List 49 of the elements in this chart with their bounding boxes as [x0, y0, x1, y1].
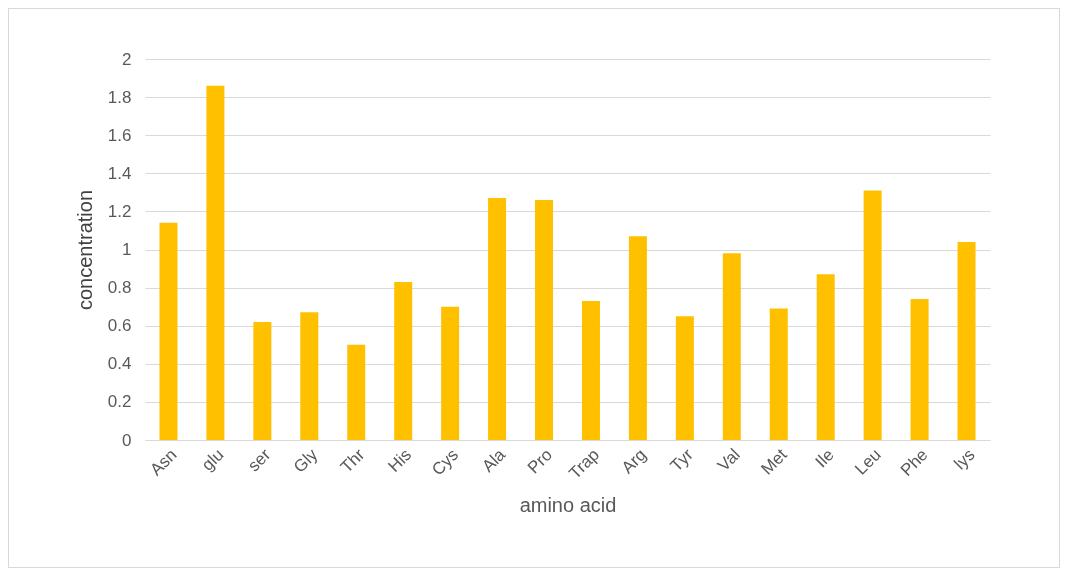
y-tick-label: 1.4 — [107, 163, 132, 183]
x-axis-title: amino acid — [519, 494, 617, 517]
x-tick-label: His — [384, 445, 416, 476]
bar — [394, 281, 413, 440]
y-tick-label: 0.4 — [107, 354, 132, 374]
bar — [347, 344, 366, 440]
x-tick-label: Met — [757, 444, 791, 479]
x-tick-label: Cys — [428, 445, 463, 480]
bar — [300, 312, 319, 440]
bar — [488, 198, 507, 440]
x-tick-label: Phe — [896, 445, 932, 480]
x-tick-label: glu — [197, 445, 228, 475]
y-tick-label: 0.2 — [107, 392, 132, 412]
y-tick-label: 2 — [122, 49, 132, 69]
bar — [441, 306, 460, 440]
y-tick-label: 1.6 — [107, 125, 132, 145]
bar — [628, 236, 647, 440]
bar — [535, 199, 554, 440]
x-tick-label: Trap — [565, 445, 603, 483]
x-tick-label: Leu — [851, 445, 885, 479]
bar — [910, 299, 929, 440]
x-tick-label: Pro — [523, 445, 557, 478]
bar — [675, 316, 694, 440]
bar — [581, 300, 600, 440]
y-tick-label: 0.8 — [107, 278, 132, 298]
bar — [957, 241, 976, 440]
x-tick-label: Arg — [617, 445, 650, 478]
x-tick-label: Ala — [478, 444, 510, 476]
y-tick-label: 1.2 — [107, 201, 132, 221]
x-tick-label: Ile — [811, 445, 838, 472]
x-tick-label: Gly — [289, 444, 322, 477]
x-tick-label: lys — [950, 445, 979, 474]
y-tick-label: 1.8 — [107, 87, 132, 107]
y-axis-title: concentration — [73, 189, 96, 311]
bar — [769, 308, 788, 440]
bar — [159, 222, 178, 440]
y-tick-label: 0 — [122, 430, 132, 450]
x-tick-label: Val — [713, 445, 744, 476]
x-tick-label: Thr — [336, 444, 369, 477]
bar — [253, 321, 272, 440]
bar — [863, 190, 882, 440]
y-tick-label: 1 — [122, 240, 132, 259]
bar — [816, 274, 835, 440]
x-tick-label: ser — [244, 444, 275, 476]
x-tick-label: Tyr — [666, 444, 698, 476]
bar — [722, 253, 741, 440]
x-tick-label: Asn — [146, 445, 181, 480]
y-tick-label: 0.6 — [107, 316, 132, 336]
bar — [206, 85, 225, 440]
